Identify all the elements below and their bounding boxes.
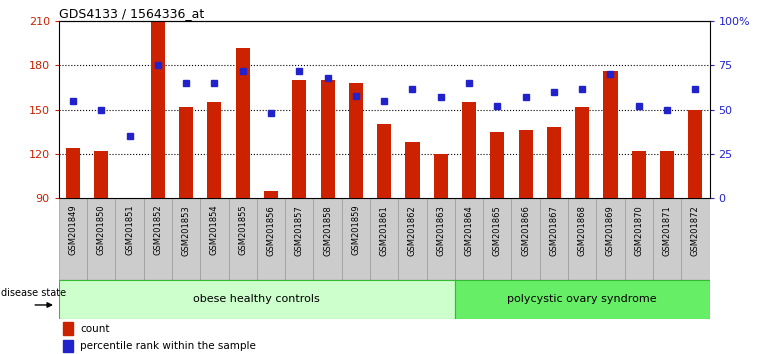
Text: GSM201854: GSM201854: [210, 205, 219, 255]
Text: GSM201856: GSM201856: [267, 205, 275, 256]
Bar: [377, 125, 391, 198]
Bar: [151, 21, 165, 198]
Bar: [546, 127, 561, 198]
Bar: [688, 110, 702, 198]
Text: count: count: [80, 324, 110, 333]
Bar: [321, 80, 335, 198]
Bar: [285, 198, 314, 280]
Text: GSM201853: GSM201853: [182, 205, 191, 256]
Bar: [63, 340, 72, 352]
Text: GSM201850: GSM201850: [96, 205, 106, 255]
Text: GSM201868: GSM201868: [578, 205, 586, 256]
Text: obese healthy controls: obese healthy controls: [194, 294, 320, 304]
Bar: [681, 198, 710, 280]
Bar: [236, 48, 250, 198]
Bar: [172, 198, 200, 280]
Bar: [314, 198, 342, 280]
Text: GSM201857: GSM201857: [295, 205, 303, 256]
Bar: [426, 198, 455, 280]
Bar: [370, 198, 398, 280]
Text: GSM201861: GSM201861: [379, 205, 389, 256]
Bar: [511, 198, 539, 280]
Bar: [625, 198, 653, 280]
Bar: [207, 102, 221, 198]
Bar: [568, 198, 597, 280]
Bar: [94, 151, 108, 198]
Text: percentile rank within the sample: percentile rank within the sample: [80, 341, 256, 351]
Text: GSM201862: GSM201862: [408, 205, 417, 256]
Bar: [575, 107, 590, 198]
Bar: [264, 191, 278, 198]
Bar: [59, 280, 455, 319]
Bar: [179, 107, 193, 198]
Bar: [490, 132, 504, 198]
Bar: [483, 198, 511, 280]
Bar: [59, 198, 87, 280]
Text: GSM201864: GSM201864: [465, 205, 474, 256]
Bar: [434, 154, 448, 198]
Bar: [349, 83, 363, 198]
Bar: [87, 198, 115, 280]
Bar: [405, 142, 419, 198]
Text: GSM201859: GSM201859: [351, 205, 361, 255]
Text: disease state: disease state: [1, 288, 67, 298]
Text: GSM201865: GSM201865: [493, 205, 502, 256]
Bar: [462, 102, 476, 198]
Bar: [143, 198, 172, 280]
Bar: [455, 198, 483, 280]
Text: GDS4133 / 1564336_at: GDS4133 / 1564336_at: [59, 7, 204, 20]
Bar: [398, 198, 426, 280]
Text: GSM201869: GSM201869: [606, 205, 615, 256]
Bar: [604, 72, 618, 198]
Bar: [660, 151, 674, 198]
Bar: [632, 151, 646, 198]
Bar: [292, 80, 307, 198]
Text: GSM201863: GSM201863: [436, 205, 445, 256]
Bar: [115, 198, 143, 280]
Bar: [518, 130, 532, 198]
Text: GSM201870: GSM201870: [634, 205, 644, 256]
Bar: [653, 198, 681, 280]
Bar: [342, 198, 370, 280]
Bar: [229, 198, 257, 280]
Text: GSM201852: GSM201852: [154, 205, 162, 255]
Bar: [597, 198, 625, 280]
Bar: [455, 280, 710, 319]
Bar: [66, 148, 80, 198]
Text: GSM201858: GSM201858: [323, 205, 332, 256]
Text: GSM201866: GSM201866: [521, 205, 530, 256]
Text: polycystic ovary syndrome: polycystic ovary syndrome: [507, 294, 657, 304]
Text: GSM201867: GSM201867: [550, 205, 558, 256]
Text: GSM201851: GSM201851: [125, 205, 134, 255]
Text: GSM201855: GSM201855: [238, 205, 247, 255]
Bar: [200, 198, 229, 280]
Text: GSM201849: GSM201849: [68, 205, 78, 255]
Bar: [539, 198, 568, 280]
Bar: [63, 322, 72, 335]
Text: GSM201872: GSM201872: [691, 205, 700, 256]
Text: GSM201871: GSM201871: [662, 205, 672, 256]
Bar: [257, 198, 285, 280]
